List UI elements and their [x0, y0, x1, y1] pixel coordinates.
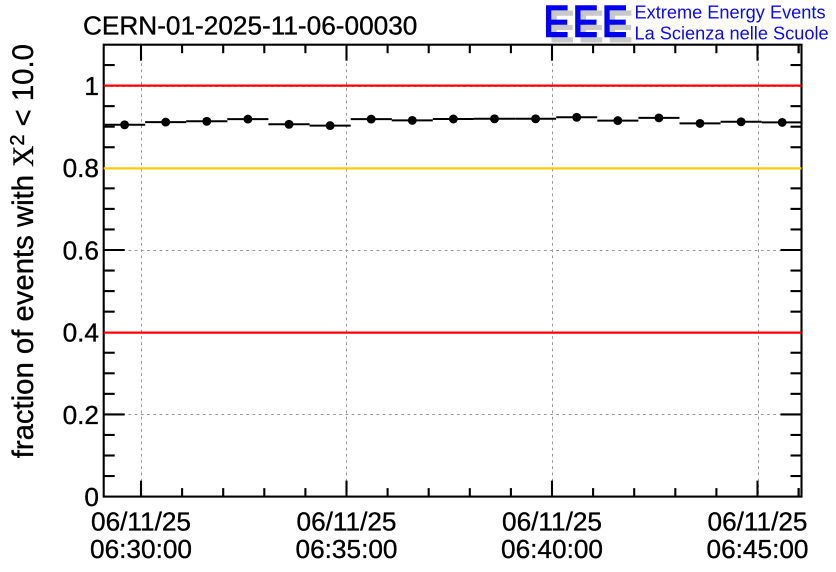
svg-text:06:45:00: 06:45:00	[707, 534, 809, 564]
svg-text:fraction of events with X2 < 1: fraction of events with X2 < 10.0	[7, 44, 40, 458]
svg-text:0.8: 0.8	[63, 153, 99, 183]
svg-text:06/11/25: 06/11/25	[297, 507, 397, 537]
svg-text:06:40:00: 06:40:00	[501, 534, 603, 564]
svg-text:0: 0	[84, 482, 99, 512]
svg-text:0.2: 0.2	[63, 400, 99, 430]
svg-text:0.4: 0.4	[63, 318, 99, 348]
svg-text:06/11/25: 06/11/25	[502, 507, 602, 537]
svg-text:La Scienza nelle Scuole: La Scienza nelle Scuole	[635, 24, 829, 44]
svg-text:06/11/25: 06/11/25	[708, 507, 808, 537]
svg-text:1: 1	[84, 71, 99, 101]
svg-text:CERN-01-2025-11-06-00030: CERN-01-2025-11-06-00030	[83, 11, 417, 41]
svg-text:Extreme Energy Events: Extreme Energy Events	[635, 3, 826, 23]
svg-text:06:35:00: 06:35:00	[296, 534, 398, 564]
svg-text:0.6: 0.6	[63, 235, 99, 265]
svg-text:06:30:00: 06:30:00	[90, 534, 192, 564]
svg-text:06/11/25: 06/11/25	[91, 507, 191, 537]
